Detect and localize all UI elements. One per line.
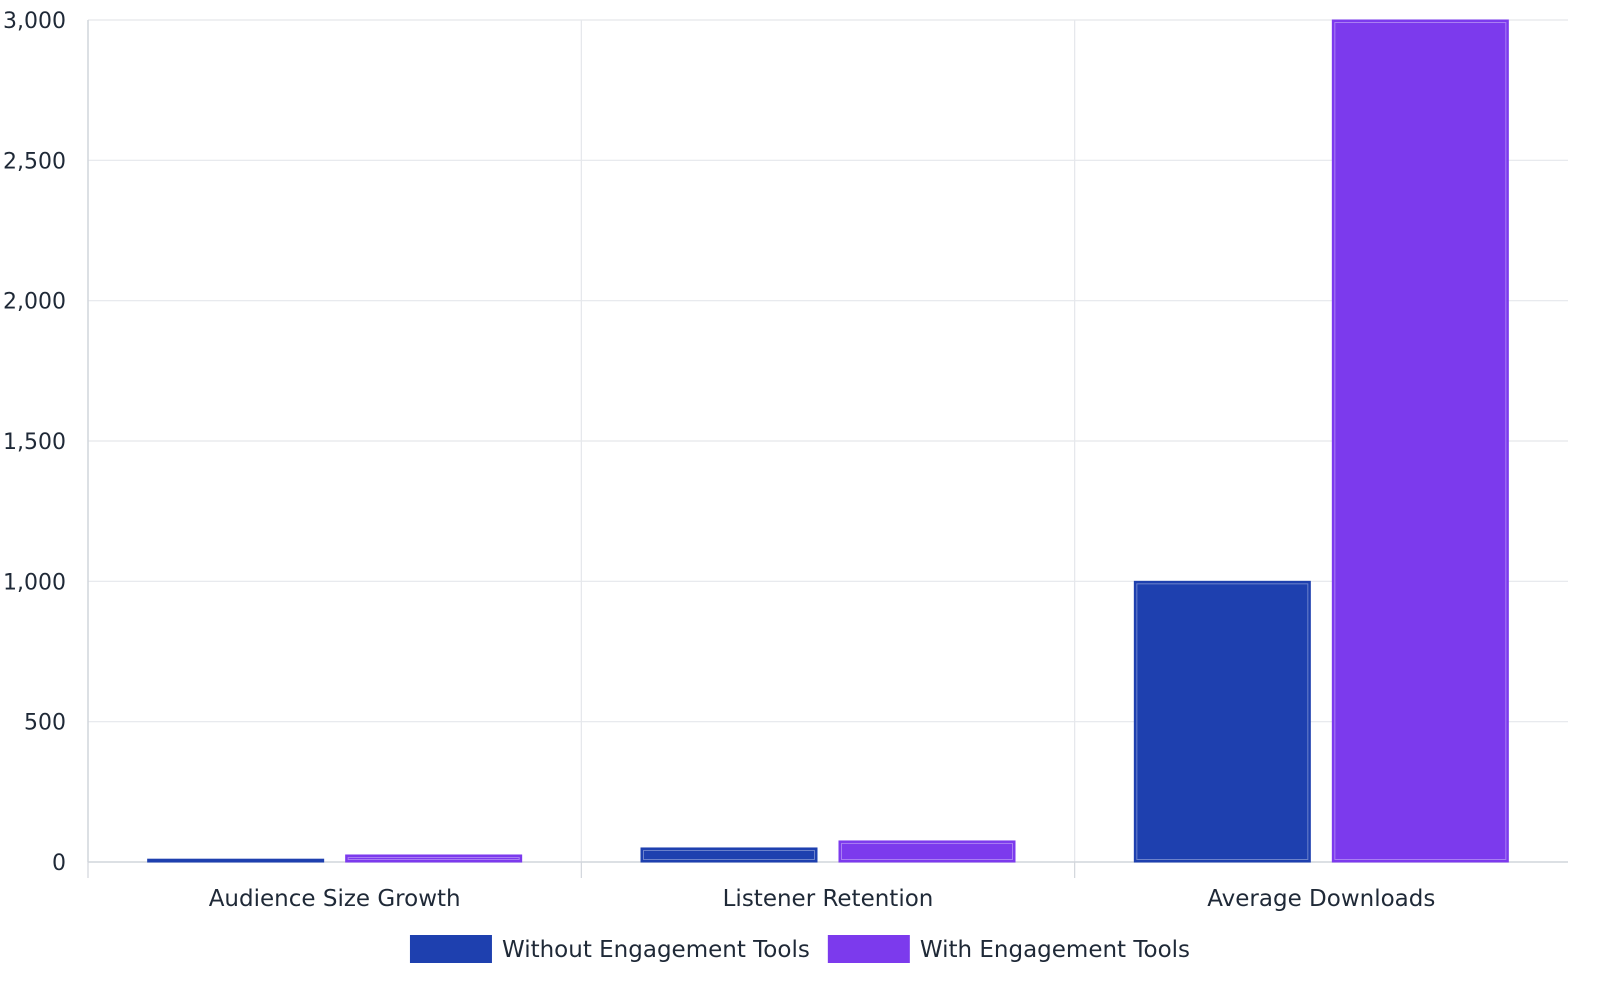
grid [88, 19, 1568, 862]
legend-item-with-engagement-tools[interactable]: With Engagement Tools [827, 935, 1190, 963]
bars [147, 19, 1509, 863]
y-tick-label: 1,500 [3, 430, 66, 455]
bar-without-engagement-tools-1 [640, 847, 818, 863]
bar-inner-outline [643, 849, 815, 861]
tick-labels: 0 500 1,000 1,500 2,000 2,500 3,000 Audience Si… [3, 9, 1435, 912]
bar-with-engagement-tools-2 [1331, 19, 1509, 863]
legend-label: Without Engagement Tools [502, 937, 810, 963]
legend-swatch [409, 935, 492, 963]
bar-inner-outline [1136, 583, 1309, 860]
y-tick-label: 2,500 [3, 149, 66, 174]
legend-swatch [827, 935, 910, 963]
bar-inner-outline [1334, 22, 1507, 860]
bar-without-engagement-tools-0 [147, 858, 325, 863]
bar-inner-outline [347, 856, 520, 861]
y-tick-label: 1,000 [3, 570, 66, 595]
axes [87, 20, 1568, 878]
bar-with-engagement-tools-1 [838, 840, 1016, 863]
bar-inner-outline [841, 842, 1013, 861]
x-tick-label: Listener Retention [723, 886, 934, 912]
bar-with-engagement-tools-0 [345, 854, 523, 863]
legend-item-without-engagement-tools[interactable]: Without Engagement Tools [409, 935, 810, 963]
bar-without-engagement-tools-2 [1133, 580, 1311, 863]
y-tick-label: 500 [24, 711, 66, 736]
legend: Without Engagement Tools With Engagement … [409, 935, 1190, 963]
y-tick-label: 0 [52, 851, 66, 876]
legend-label: With Engagement Tools [920, 937, 1190, 963]
y-tick-label: 3,000 [3, 9, 66, 34]
y-tick-label: 2,000 [3, 290, 66, 315]
x-tick-label: Audience Size Growth [209, 886, 461, 912]
x-tick-label: Average Downloads [1207, 886, 1435, 912]
